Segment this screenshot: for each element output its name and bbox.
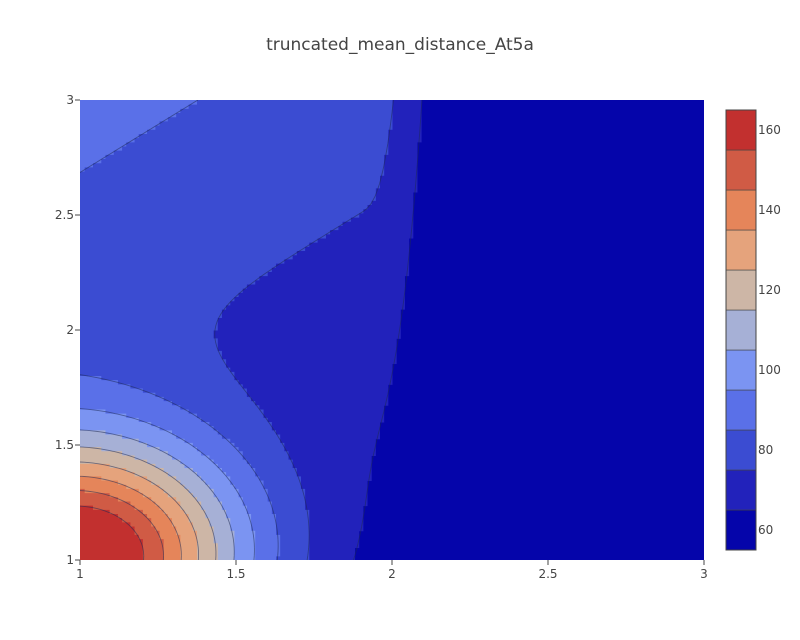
contour-line-9 [80, 505, 145, 560]
colorbar-tick-label: 120 [758, 283, 781, 297]
x-axis: 1 1.5 2 2.5 3 [76, 560, 708, 581]
x-tick-label: 1.5 [226, 567, 245, 581]
colorbar: 60 80 100 120 140 160 [725, 109, 781, 551]
colorbar-segment-0 [725, 509, 757, 551]
contour-line-1 [214, 100, 394, 560]
contour-line-7 [80, 475, 182, 560]
colorbar-segment-7 [725, 229, 757, 271]
y-tick-label: 2 [66, 323, 74, 337]
contour-line-6 [80, 461, 200, 560]
x-tick-label: 2.5 [538, 567, 557, 581]
colorbar-tick-label: 60 [758, 523, 773, 537]
contour-band-10 [80, 505, 143, 560]
y-tick-label: 1 [66, 553, 74, 567]
colorbar-segment-6 [725, 269, 757, 311]
colorbar-segment-2 [725, 429, 757, 471]
plot-area [80, 100, 704, 560]
colorbar-tick-label: 100 [758, 363, 781, 377]
x-tick-label: 2 [388, 567, 396, 581]
colorbar-segment-1 [725, 469, 757, 511]
colorbar-tick-label: 80 [758, 443, 773, 457]
colorbar-tick-label: 160 [758, 123, 781, 137]
x-tick-label: 3 [700, 567, 708, 581]
x-tick-label: 1 [76, 567, 84, 581]
y-tick-label: 2.5 [55, 208, 74, 222]
colorbar-outline [725, 109, 757, 551]
contour-line-5 [80, 446, 217, 560]
colorbar-segment-8 [725, 189, 757, 231]
colorbar-segment-5 [725, 309, 757, 351]
colorbar-segment-9 [725, 149, 757, 191]
colorbar-segment-10 [725, 109, 757, 151]
contour-line-4 [80, 429, 235, 560]
colorbar-segment-3 [725, 389, 757, 431]
colorbar-segment-4 [725, 349, 757, 391]
contour-fill [80, 100, 704, 560]
y-tick-label: 1.5 [55, 438, 74, 452]
contour-line-3 [80, 408, 255, 560]
y-tick-label: 3 [66, 93, 74, 107]
contour-line-2 [80, 100, 279, 560]
colorbar-tick-label: 140 [758, 203, 781, 217]
contour-line-0 [353, 100, 423, 560]
contour-lines [80, 100, 423, 560]
chart-title: truncated_mean_distance_At5a [266, 35, 534, 55]
contour-line-8 [80, 490, 164, 560]
y-axis: 1 1.5 2 2.5 3 [55, 93, 80, 567]
